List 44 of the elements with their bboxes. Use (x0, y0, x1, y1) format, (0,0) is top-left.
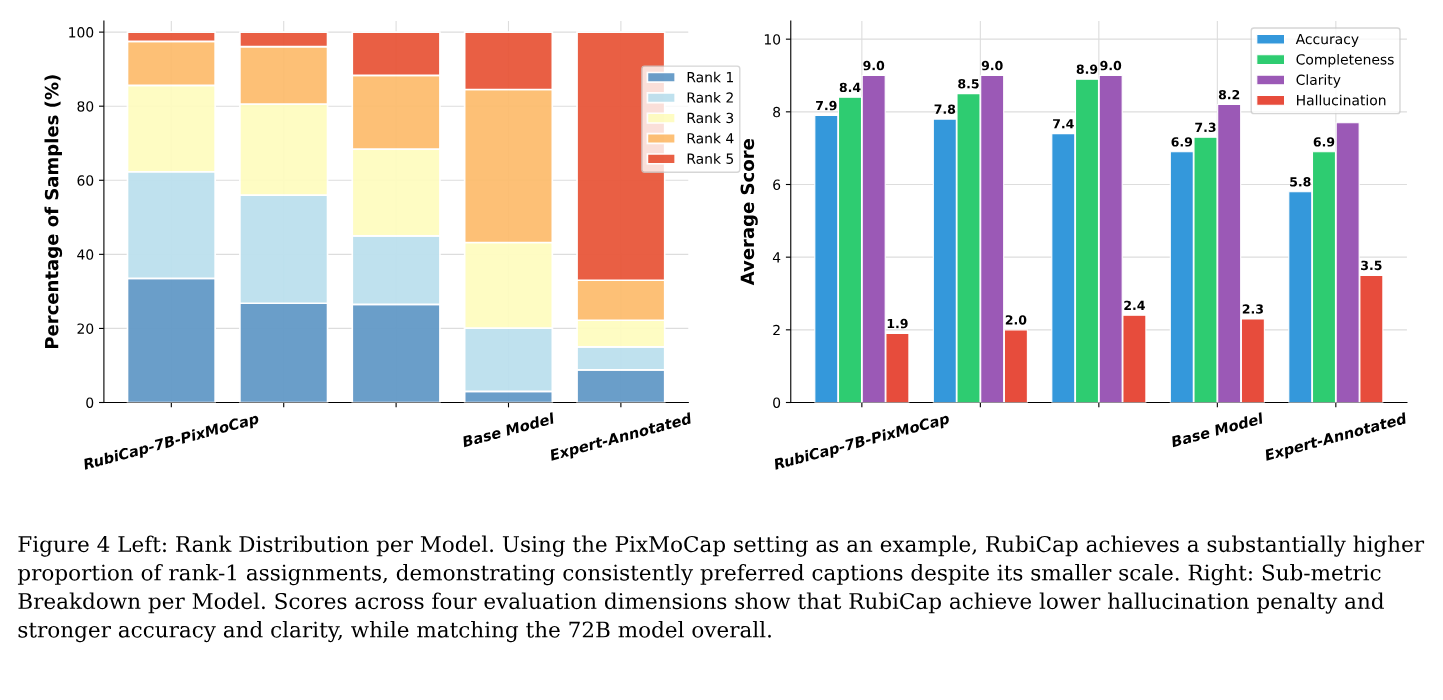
x-tick-label: Base Model (1170, 412, 1265, 448)
data-label: 9.0 (1100, 60, 1122, 71)
data-label: 8.5 (958, 79, 979, 89)
data-label: 6.9 (1171, 137, 1193, 147)
data-label: 3.5 (1361, 260, 1382, 271)
legend-label: Accuracy (1295, 33, 1359, 47)
legend-label: Rank 5 (687, 153, 734, 164)
data-label: 2.0 (1005, 315, 1027, 325)
data-label: 7.4 (1053, 119, 1074, 129)
data-label: 8.4 (839, 82, 861, 93)
data-label: 2.4 (1124, 300, 1145, 310)
legend-label: Rank 1 (687, 71, 733, 83)
data-label: 8.2 (1218, 89, 1240, 100)
y-tick-label: 0 (773, 397, 781, 408)
data-label: 7.3 (1195, 122, 1216, 133)
y-tick-label: 0 (86, 397, 94, 408)
legend-label: Hallucination (1297, 94, 1386, 106)
legend-label: Rank 3 (687, 112, 734, 124)
y-axis-title: Percentage of Samples (%) (44, 75, 63, 349)
caption: Figure 4 Left: Rank Distribution per Model. Using the PixMoCap setting as an example, RubiCap achieves a substantially higher proportion of rank-1 assignments, demonstrating consistently preferred captions despite its smaller scale. Right: Sub-metric Breakdown per Model. Scores across four evaluation dimensions show that RubiCap achieve lower hallucination penalty and stronger accuracy and clarity, while matching the 72B model overall. (17, 535, 1425, 643)
y-tick-label: 40 (77, 249, 94, 260)
data-label: 7.9 (816, 100, 837, 111)
y-tick-label: 6 (773, 179, 781, 190)
data-label: 5.8 (1290, 177, 1311, 187)
legend-label: Rank 2 (687, 92, 733, 103)
y-tick-label: 2 (773, 324, 780, 336)
y-tick-label: 8 (773, 106, 781, 118)
y-axis-title: Average Score (740, 139, 758, 286)
legend-label: Clarity (1296, 74, 1341, 88)
data-label: 2.3 (1242, 304, 1263, 314)
y-tick-label: 10 (764, 34, 781, 45)
data-label: 9.0 (981, 60, 1003, 71)
y-tick-label: 80 (77, 101, 94, 112)
legend-label: Completeness (1296, 53, 1394, 68)
legend-label: Rank 4 (687, 132, 734, 144)
y-tick-label: 100 (69, 27, 94, 38)
y-tick-label: 4 (772, 252, 781, 263)
data-label: 7.8 (934, 104, 956, 114)
data-label: 9.0 (863, 60, 885, 71)
data-label: 6.9 (1313, 137, 1335, 147)
y-tick-label: 60 (77, 175, 94, 186)
data-label: 8.9 (1076, 64, 1098, 74)
y-tick-label: 20 (77, 323, 94, 334)
data-label: 1.9 (887, 318, 908, 329)
